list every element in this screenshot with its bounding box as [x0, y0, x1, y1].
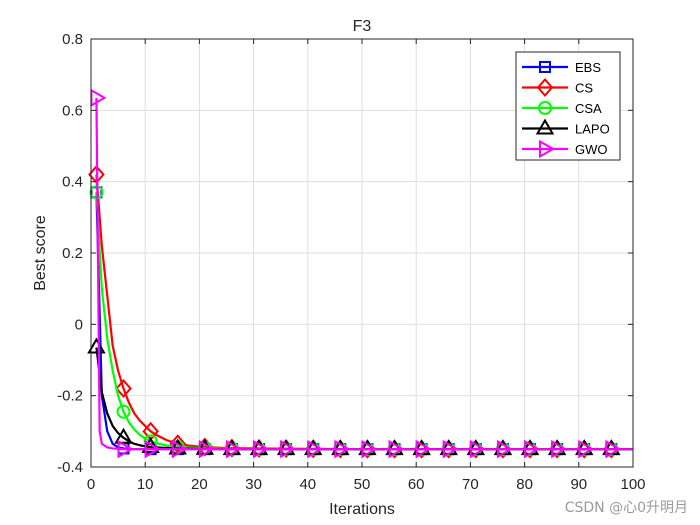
data-point-lapo	[114, 427, 133, 444]
data-point-gwo	[415, 439, 432, 459]
data-point-gwo	[253, 439, 270, 459]
y-tick-label: 0.4	[62, 174, 83, 191]
data-point-gwo	[307, 439, 324, 459]
grid	[91, 39, 633, 467]
y-axis-label: Best score	[32, 215, 49, 291]
data-point-gwo	[578, 439, 595, 459]
legend-label: CS	[575, 81, 593, 96]
legend-marker	[538, 101, 552, 115]
legend-label: LAPO	[575, 122, 610, 137]
x-tick-label: 60	[408, 476, 425, 493]
data-point-gwo	[496, 439, 513, 459]
legend-box	[515, 51, 621, 161]
legend: EBS CS CSA LAPO GWO	[515, 51, 621, 161]
series-gwo	[90, 88, 633, 459]
legend-marker	[539, 139, 556, 159]
x-tick-label: 80	[516, 476, 533, 493]
y-tick-label: 0.6	[62, 102, 83, 119]
x-tick-label: 90	[570, 476, 587, 493]
data-point-gwo	[225, 439, 242, 459]
x-tick-label: 10	[137, 476, 154, 493]
y-tick-label: 0.8	[62, 31, 83, 48]
y-tick-label: 0.2	[62, 245, 83, 262]
legend-entry-cs: CS	[522, 77, 593, 98]
y-tick-label: 0	[75, 316, 83, 333]
legend-entry-gwo: GWO	[522, 139, 608, 159]
data-point-gwo	[198, 439, 215, 459]
data-point-gwo	[442, 439, 459, 459]
legend-marker	[539, 61, 551, 73]
x-tick-label: 100	[620, 476, 645, 493]
x-tick-label: 50	[354, 476, 371, 493]
watermark: CSDN @心0升明月	[565, 500, 688, 516]
legend-label: EBS	[575, 60, 601, 75]
legend-entry-lapo: LAPO	[522, 118, 610, 137]
chart-title: F3	[353, 18, 372, 35]
data-point-csa	[116, 404, 131, 419]
data-point-gwo	[388, 439, 405, 459]
data-point-gwo	[334, 439, 351, 459]
legend-entries: EBS CS CSA LAPO GWO	[522, 60, 610, 159]
data-point-gwo	[361, 439, 378, 459]
data-point-lapo	[87, 337, 106, 354]
legend-label: GWO	[575, 142, 608, 157]
ticks: 0 10 20 30 40 50 60 70 80 90 100 -0.4 -0.2 0 0.2 0.4 0.6…	[57, 31, 645, 493]
data-point-gwo	[171, 439, 188, 459]
data-point-gwo	[469, 439, 486, 459]
legend-entry-ebs: EBS	[522, 60, 601, 75]
legend-entry-csa: CSA	[522, 101, 602, 116]
legend-marker	[536, 77, 554, 98]
x-tick-label: 70	[462, 476, 479, 493]
data-point-gwo	[551, 439, 568, 459]
data-point-cs	[115, 379, 132, 399]
x-tick-label: 20	[191, 476, 208, 493]
y-tick-label: -0.2	[57, 388, 83, 405]
x-axis-label: Iterations	[329, 501, 395, 518]
data-point-gwo	[117, 439, 134, 459]
legend-label: CSA	[575, 101, 602, 116]
data-point-lapo	[141, 437, 160, 454]
series-layer	[87, 88, 633, 459]
data-point-gwo	[605, 439, 622, 459]
x-tick-label: 30	[245, 476, 262, 493]
y-tick-label: -0.4	[57, 459, 83, 476]
data-point-gwo	[524, 439, 541, 459]
legend-marker	[535, 118, 555, 135]
data-point-gwo	[280, 439, 297, 459]
x-tick-label: 0	[87, 476, 95, 493]
data-point-gwo	[144, 439, 161, 459]
x-tick-label: 40	[299, 476, 316, 493]
